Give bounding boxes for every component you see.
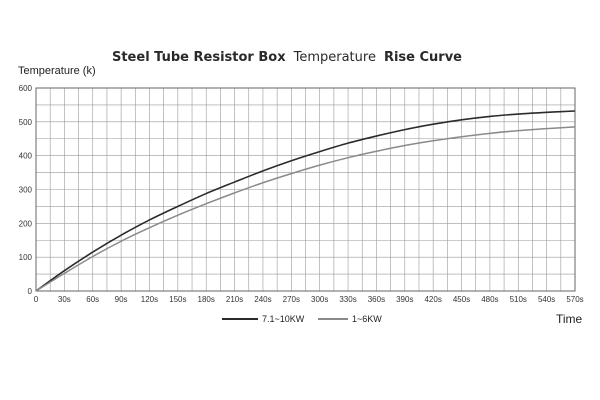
x-tick-label: 60s: [86, 295, 99, 304]
x-tick-label: 510s: [510, 295, 527, 304]
x-tick-label: 300s: [311, 295, 328, 304]
x-tick-label: 30s: [58, 295, 71, 304]
y-tick-label: 600: [19, 84, 33, 93]
y-tick-label: 0: [28, 287, 33, 296]
grid-lines: [36, 88, 575, 291]
x-tick-label: 240s: [254, 295, 271, 304]
y-tick-label: 300: [19, 186, 33, 195]
chart-title-part-2: Temperature: [293, 50, 376, 65]
series-line-1: [35, 110, 576, 292]
x-tick-label: 180s: [198, 295, 215, 304]
x-tick-label: 0: [34, 295, 39, 304]
x-tick-label: 330s: [339, 295, 356, 304]
x-tick-label: 90s: [115, 295, 128, 304]
series-lines: [35, 110, 576, 292]
x-tick-label: 450s: [453, 295, 470, 304]
y-tick-label: 500: [19, 118, 33, 127]
x-tick-label: 570s: [566, 295, 583, 304]
x-tick-label: 540s: [538, 295, 555, 304]
plot-frame: [35, 87, 576, 292]
x-tick-label: 480s: [481, 295, 498, 304]
chart-title-part-3: Rise Curve: [384, 50, 462, 65]
y-tick-labels: 0 100 200 300 400 500 600: [19, 84, 33, 296]
legend: 7.1~10KW 1~6KW: [222, 314, 382, 324]
x-tick-label: 390s: [396, 295, 413, 304]
x-tick-label: 150s: [169, 295, 186, 304]
y-axis-label: Temperature (k): [18, 65, 96, 77]
chart-title: Steel Tube Resistor Box Temperature Rise…: [112, 48, 462, 65]
y-tick-label: 200: [19, 219, 33, 228]
x-tick-labels: 0 30s 60s 90s 120s 150s 180s 210s 240s 270s 300s 33…: [34, 295, 584, 304]
x-tick-label: 270s: [283, 295, 300, 304]
x-tick-label: 120s: [141, 295, 158, 304]
series-line-2: [35, 126, 576, 292]
legend-label-2: 1~6KW: [352, 314, 382, 324]
x-tick-label: 210s: [226, 295, 243, 304]
chart-title-part-1: Steel Tube Resistor Box: [112, 50, 286, 65]
x-tick-label: 360s: [368, 295, 385, 304]
x-tick-label: 420s: [424, 295, 441, 304]
y-tick-label: 400: [19, 152, 33, 161]
y-tick-label: 100: [19, 253, 33, 262]
legend-label-1: 7.1~10KW: [262, 314, 305, 324]
x-axis-label: Time: [556, 312, 583, 326]
